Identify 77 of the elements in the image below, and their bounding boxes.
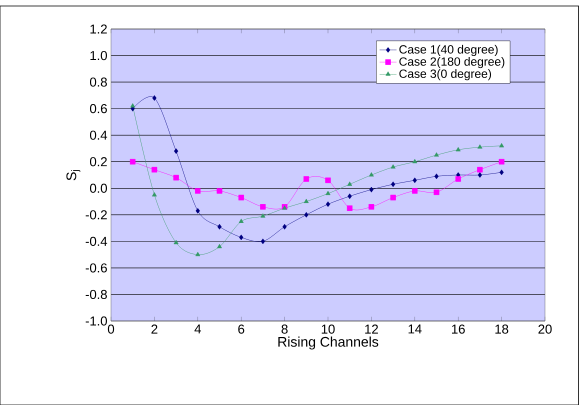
point	[130, 158, 136, 165]
point	[346, 205, 352, 211]
point	[326, 201, 330, 207]
point	[260, 204, 266, 210]
x-tick-label: 12	[365, 324, 378, 334]
point	[238, 218, 244, 223]
y-axis-title: S$_{j}$	[66, 170, 80, 180]
point	[456, 146, 461, 152]
point	[499, 170, 504, 176]
point	[173, 174, 179, 180]
point	[412, 188, 418, 194]
legend-label: Case 3(0 degree)	[399, 69, 492, 80]
point	[477, 144, 482, 149]
y-tick-label: -0.8	[86, 290, 107, 300]
y-tick-label: -0.4	[86, 236, 108, 246]
legend-label: Case 2(180 degree)	[399, 57, 504, 68]
point	[152, 95, 157, 101]
point	[217, 244, 222, 248]
point	[412, 158, 418, 164]
point	[152, 166, 158, 172]
point	[477, 166, 483, 172]
x-tick-label: 0	[108, 324, 114, 334]
point	[304, 176, 310, 182]
point	[434, 189, 440, 196]
point	[412, 178, 417, 184]
point	[347, 182, 352, 186]
y-tick-label: -0.2	[86, 210, 107, 220]
x-tick-label: 8	[282, 324, 288, 334]
y-tick-label: 0.6	[90, 104, 107, 114]
point	[368, 172, 374, 176]
y-tick-label: 1.0	[90, 50, 107, 60]
y-tick-label: 1.2	[90, 24, 107, 34]
x-tick-label: 18	[495, 324, 508, 334]
point	[260, 238, 266, 244]
point	[239, 234, 244, 240]
y-tick-label: 0.4	[90, 130, 108, 140]
point	[498, 158, 504, 165]
point	[304, 198, 309, 204]
point	[174, 240, 179, 244]
x-tick-label: 4	[194, 324, 202, 334]
point	[434, 152, 439, 157]
y-tick-label: -0.6	[86, 263, 107, 272]
point	[304, 212, 308, 218]
point	[390, 194, 396, 200]
point	[216, 188, 222, 194]
point	[369, 186, 374, 192]
point	[390, 164, 396, 169]
x-tick-label: 2	[151, 324, 158, 334]
x-tick-label: 6	[238, 324, 244, 334]
point	[325, 178, 331, 184]
point	[499, 143, 504, 148]
y-tick-label: 0.2	[90, 157, 107, 166]
point	[195, 252, 200, 256]
y-tick-label: -1.0	[86, 316, 107, 326]
point	[455, 176, 461, 182]
point	[260, 213, 266, 218]
point	[282, 224, 287, 230]
x-tick-label: 14	[408, 324, 422, 334]
legend-label: Case 1(40 degree)	[399, 44, 498, 56]
x-tick-label: 20	[538, 324, 552, 334]
point	[195, 188, 201, 194]
point	[217, 224, 222, 230]
point	[152, 192, 157, 196]
point	[434, 174, 439, 180]
point	[368, 204, 374, 210]
x-axis-title: Rising Channels	[278, 336, 378, 350]
point	[174, 148, 178, 154]
point	[238, 194, 244, 200]
y-tick-label: 0.8	[90, 78, 107, 87]
point	[326, 190, 330, 196]
point	[130, 103, 136, 108]
x-tick-label: 16	[452, 324, 465, 334]
x-tick-label: 10	[322, 324, 335, 334]
point	[196, 208, 200, 214]
y-tick-label: 0.0	[90, 184, 107, 193]
point	[390, 182, 396, 188]
point	[478, 172, 482, 178]
